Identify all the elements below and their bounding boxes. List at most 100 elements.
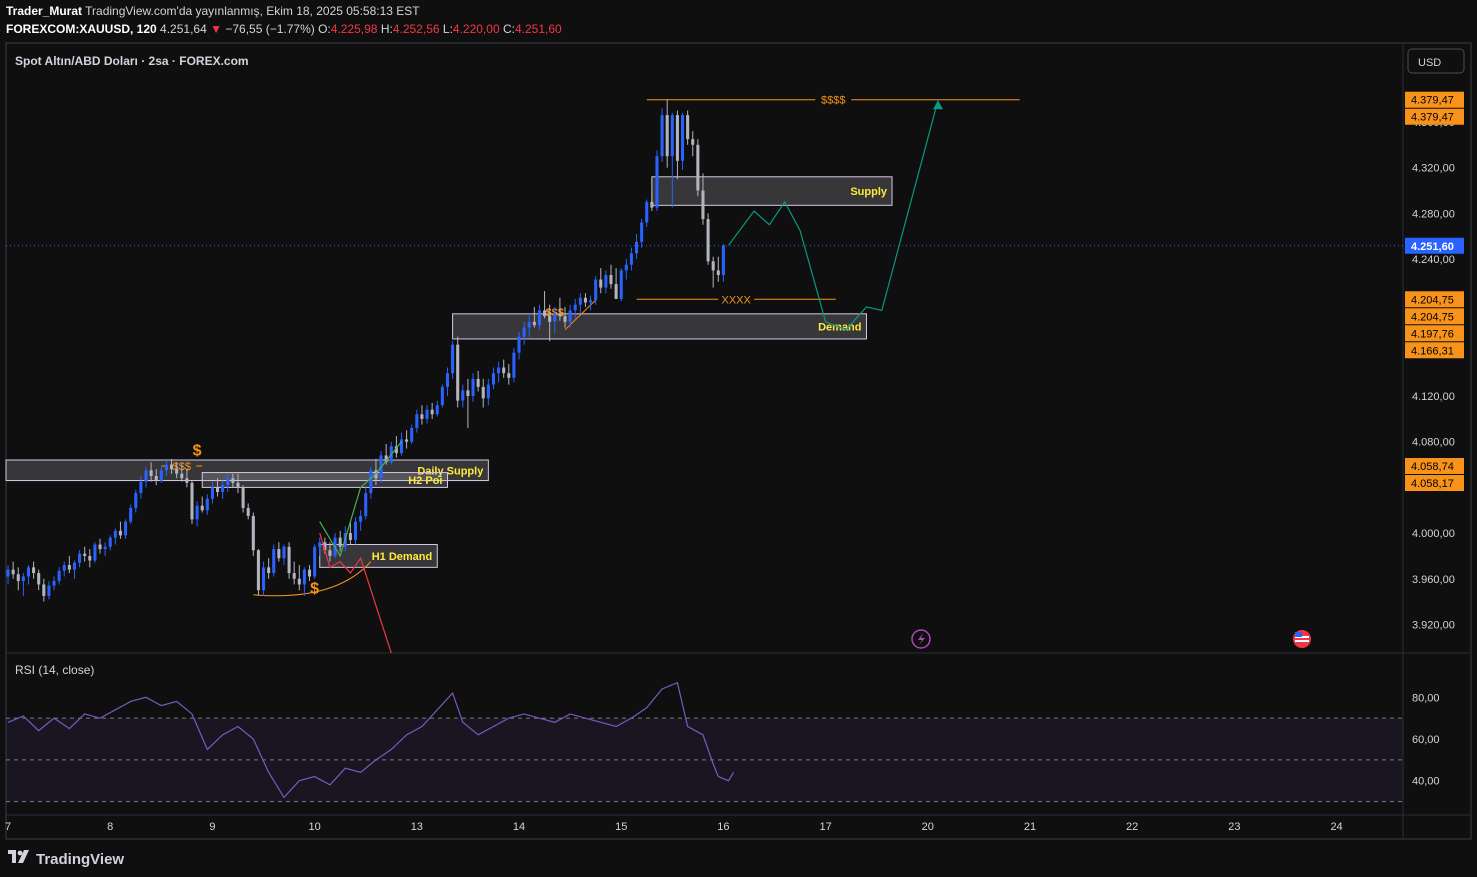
time-tick-label: 14 [513,821,525,833]
candle-body [573,304,577,311]
candle-body [680,115,685,161]
publish-info: TradingView.com'da yayınlanmış, Ekim 18,… [85,4,420,18]
candle-body [164,464,168,471]
candle-body [221,485,225,492]
high-value: 4.252,56 [392,22,440,36]
candle-body [246,507,250,516]
candle-body [21,576,25,582]
candle-body [195,505,199,520]
time-tick-label: 17 [819,821,831,833]
zone-box [452,313,867,340]
close-label: C: [502,22,515,36]
candle-body [609,274,613,285]
candle-body [297,578,301,585]
candle-body [108,537,112,547]
candle-body [384,455,388,463]
time-tick-label: 15 [615,821,627,833]
candle-body [364,493,368,516]
symbol-label[interactable]: FOREXCOM:XAUUSD, 120 [6,22,157,36]
price-tag-label: 4.379,47 [1411,112,1454,124]
zone-box [201,472,448,488]
candle-body [57,570,61,582]
footer-brand: TradingView [36,851,125,868]
candle-body [645,201,649,223]
candle-body [583,297,587,303]
price-tick-label: 3.920,00 [1412,619,1455,631]
candle-body [149,470,153,476]
candle-body [154,475,158,481]
time-axis[interactable]: 7 8 9 10 13 14 15 16 17 20 21 22 23 24 [5,821,1343,833]
price-tag [1405,475,1464,492]
chart-legend[interactable]: Spot Altın/ABD Doları · 2sa · FOREX.com [15,54,249,68]
author-name[interactable]: Trader_Murat [6,4,83,18]
candle-body [650,201,654,208]
candle-body [282,546,286,559]
candle-body [420,414,424,419]
candle-body [267,567,271,574]
price-tag [1405,237,1464,254]
candle-body [348,533,352,540]
candle-body [241,487,245,508]
arrow-head-icon [933,100,944,110]
candle-body [543,310,547,317]
price-tag-label: 4.166,31 [1411,345,1454,357]
candle-body [180,473,184,479]
candle-body [353,521,358,540]
rsi-line [7,681,735,799]
candle-body [292,573,296,579]
candle-body [216,487,220,492]
projection-up-path [728,100,939,331]
candle-body [11,569,15,575]
price-tag-label: 4.204,75 [1411,294,1454,306]
candle-body [553,313,557,322]
usd-button[interactable]: USD [1407,48,1465,74]
level-label: $$$$ [821,95,845,107]
candle-body [359,515,363,522]
candle-body [660,115,664,157]
us-flag-icon[interactable] [1293,630,1311,648]
candle-body [558,313,562,317]
candle-body [445,373,450,387]
price-tag-label: 4.251,60 [1411,241,1454,253]
candle-body [103,546,107,550]
candle-body [72,562,77,570]
candle-body [200,505,204,511]
price-tag [1405,458,1464,475]
low-value: 4.220,00 [452,22,500,36]
lightning-icon[interactable] [911,629,931,649]
ohlc-line: FOREXCOM:XAUUSD, 120 4.251,64 ▼ −76,55 (… [6,22,562,36]
last-price: 4.251,64 [160,22,207,36]
projection-down-path [319,532,392,654]
candle-body [415,414,419,429]
candle-body [134,493,138,508]
chart-border [5,42,1472,840]
price-tick-label: 4.120,00 [1412,391,1455,403]
candle-body [88,555,92,561]
rsi-legend[interactable]: RSI (14, close) [15,663,94,677]
tradingview-logo[interactable]: TradingView [8,850,124,868]
candle-body [272,549,276,574]
dollar-label: $ [193,442,202,459]
candle-body [139,481,143,494]
price-tag [1405,291,1464,308]
candle-body [624,264,628,271]
candle-body [461,390,465,401]
rsi-tick-label: 80,00 [1412,692,1440,704]
candle-body [430,409,434,415]
price-axis[interactable]: 4.360,004.320,004.280,004.240,004.120,00… [1412,117,1455,788]
zone-label: Supply [850,186,888,198]
candle-body [716,270,720,275]
candle-body [665,115,669,157]
candle-body [170,464,174,470]
candle-body [594,279,598,301]
candle-body [67,565,71,570]
tv-logo-icon [8,850,32,868]
zone-label: H2 Poi [408,475,442,487]
candle-body [16,574,20,582]
dollar-label: $ [310,581,319,598]
candle-body [486,384,490,399]
candle-body [302,569,306,585]
price-tag-label: 4.379,47 [1411,95,1454,107]
